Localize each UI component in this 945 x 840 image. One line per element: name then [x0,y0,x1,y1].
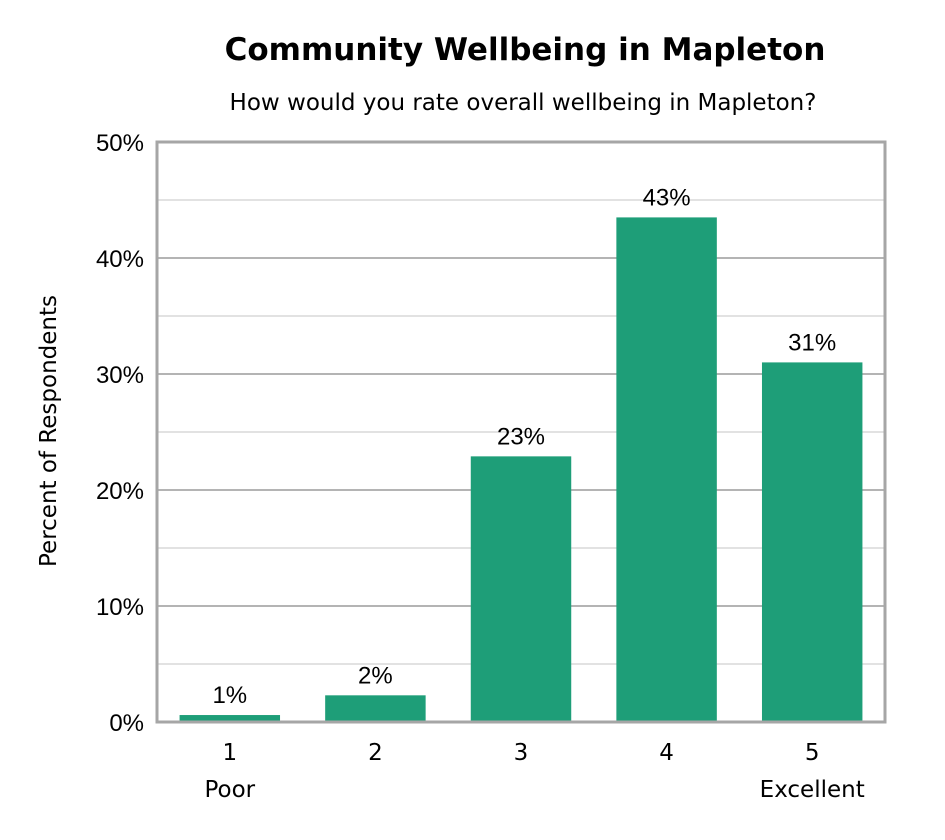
x-tick-sublabel: Poor [204,777,255,803]
x-tick-sublabel: Excellent [760,777,865,803]
data-label: 1% [212,682,247,709]
bar-5 [761,362,863,722]
data-labels: 1% 2% 23% 43% 31% [212,184,836,709]
data-label: 31% [788,329,836,356]
plot-frame [155,140,887,724]
y-tick-label: 40% [96,246,144,273]
gridlines [157,199,885,665]
data-label: 2% [358,662,393,689]
chart-title: Community Wellbeing in Mapleton [225,32,826,68]
bar-1 [179,715,281,722]
x-tick-label: 2 [368,740,383,766]
x-tick-label: 5 [805,740,820,766]
bar-2 [325,695,426,722]
y-axis-label: Percent of Respondents [36,295,62,567]
bar-4 [616,217,717,722]
chart-subtitle: How would you rate overall wellbeing in … [230,90,817,116]
y-tick-label: 30% [96,362,144,389]
y-tick-label: 20% [96,478,144,505]
x-tick-label: 4 [659,740,674,766]
x-tick-label: 3 [514,740,529,766]
axis-ticks: 0% 10% 20% 30% 40% 50% 1 Poor 2 3 4 5 Excellent [96,130,865,803]
data-label: 43% [643,184,691,211]
y-tick-label: 10% [96,594,144,621]
data-label: 23% [497,423,545,450]
y-tick-label: 0% [109,710,144,737]
bars [179,217,863,722]
bar-3 [470,456,572,722]
x-tick-label: 1 [222,740,237,766]
y-tick-label: 50% [96,130,144,157]
